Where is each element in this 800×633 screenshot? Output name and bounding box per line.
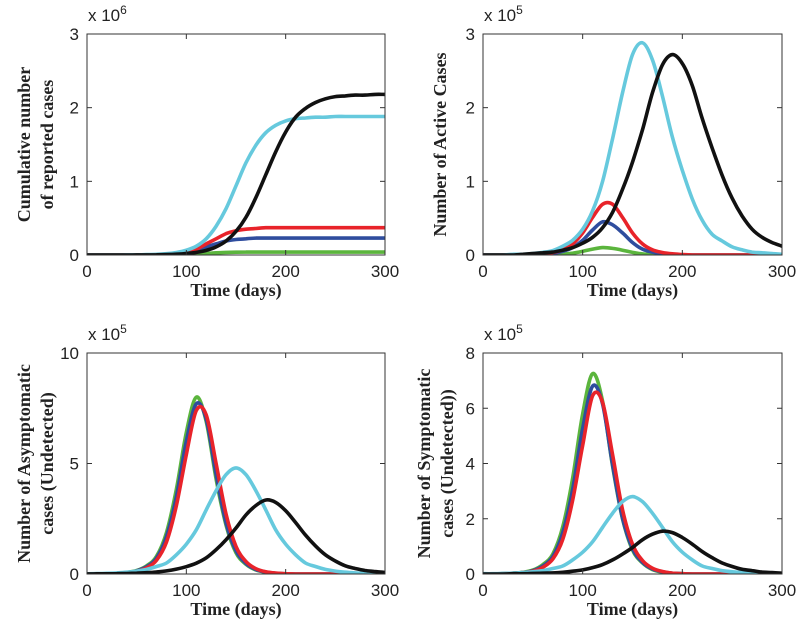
exponent-power: 5 [516,3,523,17]
axes-box [86,33,386,256]
x-tick-label: 100 [172,262,200,281]
x-tick-label: 300 [768,262,796,281]
subplot-symptomatic: 0 100 200 300 0 2 4 6 8 x 105 Time (days) Number of… [414,322,796,620]
x-tick-label: 200 [668,581,696,600]
y-tick-label: 1 [466,172,475,191]
x-tick-label: 200 [271,581,299,600]
subplot-active: 0 100 200 300 0 1 2 3 x 105 Time (days) Number of … [430,3,796,301]
x-axis-label: Time (days) [587,280,678,301]
exponent-power: 5 [120,322,127,336]
x-tick-label: 0 [478,581,487,600]
subplot-asymptomatic: 0 100 200 300 0 5 10 x 105 Time (days) Number of … [14,322,399,620]
exponent-power: 5 [516,322,523,336]
exponent-power: 6 [120,3,127,17]
x-tick-label: 300 [768,581,796,600]
series-line-cyan [483,40,782,255]
y-tick-label: 8 [466,344,475,363]
y-axis-label: Cumulative number [14,67,34,223]
series-line-black [483,529,782,574]
series-line-black [87,498,385,574]
x-tick-label: 300 [371,581,399,600]
subplot-cumulative: 0 100 200 300 0 1 2 3 x 106 Time (days) Cumulative… [14,3,399,301]
y-tick-label: 0 [466,246,475,265]
x-tick-label: 200 [668,262,696,281]
x-tick-label: 0 [82,581,91,600]
y-tick-label: 3 [466,25,475,44]
y-axis-label: Number of Asymptomatic [14,364,34,563]
y-tick-label: 5 [70,455,79,474]
series-line-cyan [87,114,385,255]
exponent-label: x 105 [88,322,127,344]
x-tick-label: 100 [568,262,596,281]
series-line-black [483,52,782,255]
x-tick-label: 100 [568,581,596,600]
series-line-cyan [87,466,385,574]
y-axis-label: cases (Undetected)) [437,389,458,537]
y-axis-label: cases (Undetected) [37,392,58,534]
y-tick-label: 0 [70,565,79,584]
exponent-label: x 105 [484,3,523,25]
y-tick-label: 4 [466,455,475,474]
y-tick-label: 3 [70,25,79,44]
series-line-green [483,245,782,255]
axes-box [482,33,783,256]
y-tick-label: 0 [70,246,79,265]
x-tick-label: 100 [172,581,200,600]
y-axis-label: Number of Active Cases [430,52,450,236]
y-axis-label: of reported cases [37,80,57,210]
y-tick-label: 1 [70,172,79,191]
axes-box [86,352,386,575]
exponent-label: x 106 [88,3,127,25]
series-line-green [87,250,385,255]
series-line-blue [87,236,385,255]
x-tick-label: 0 [82,262,91,281]
x-axis-label: Time (days) [190,599,281,620]
series-line-red [87,404,385,574]
x-tick-label: 200 [271,262,299,281]
y-tick-label: 10 [60,344,79,363]
series-line-cyan [483,494,782,574]
x-axis-label: Time (days) [190,280,281,301]
y-tick-label: 2 [70,99,79,118]
exponent-label: x 105 [484,322,523,344]
y-axis-label: Number of Symptomatic [414,369,434,559]
x-tick-label: 300 [371,262,399,281]
y-tick-label: 2 [466,510,475,529]
x-tick-label: 0 [478,262,487,281]
x-axis-label: Time (days) [587,599,678,620]
y-tick-label: 6 [466,399,475,418]
y-tick-label: 2 [466,99,475,118]
y-tick-label: 0 [466,565,475,584]
series-line-black [87,92,385,255]
